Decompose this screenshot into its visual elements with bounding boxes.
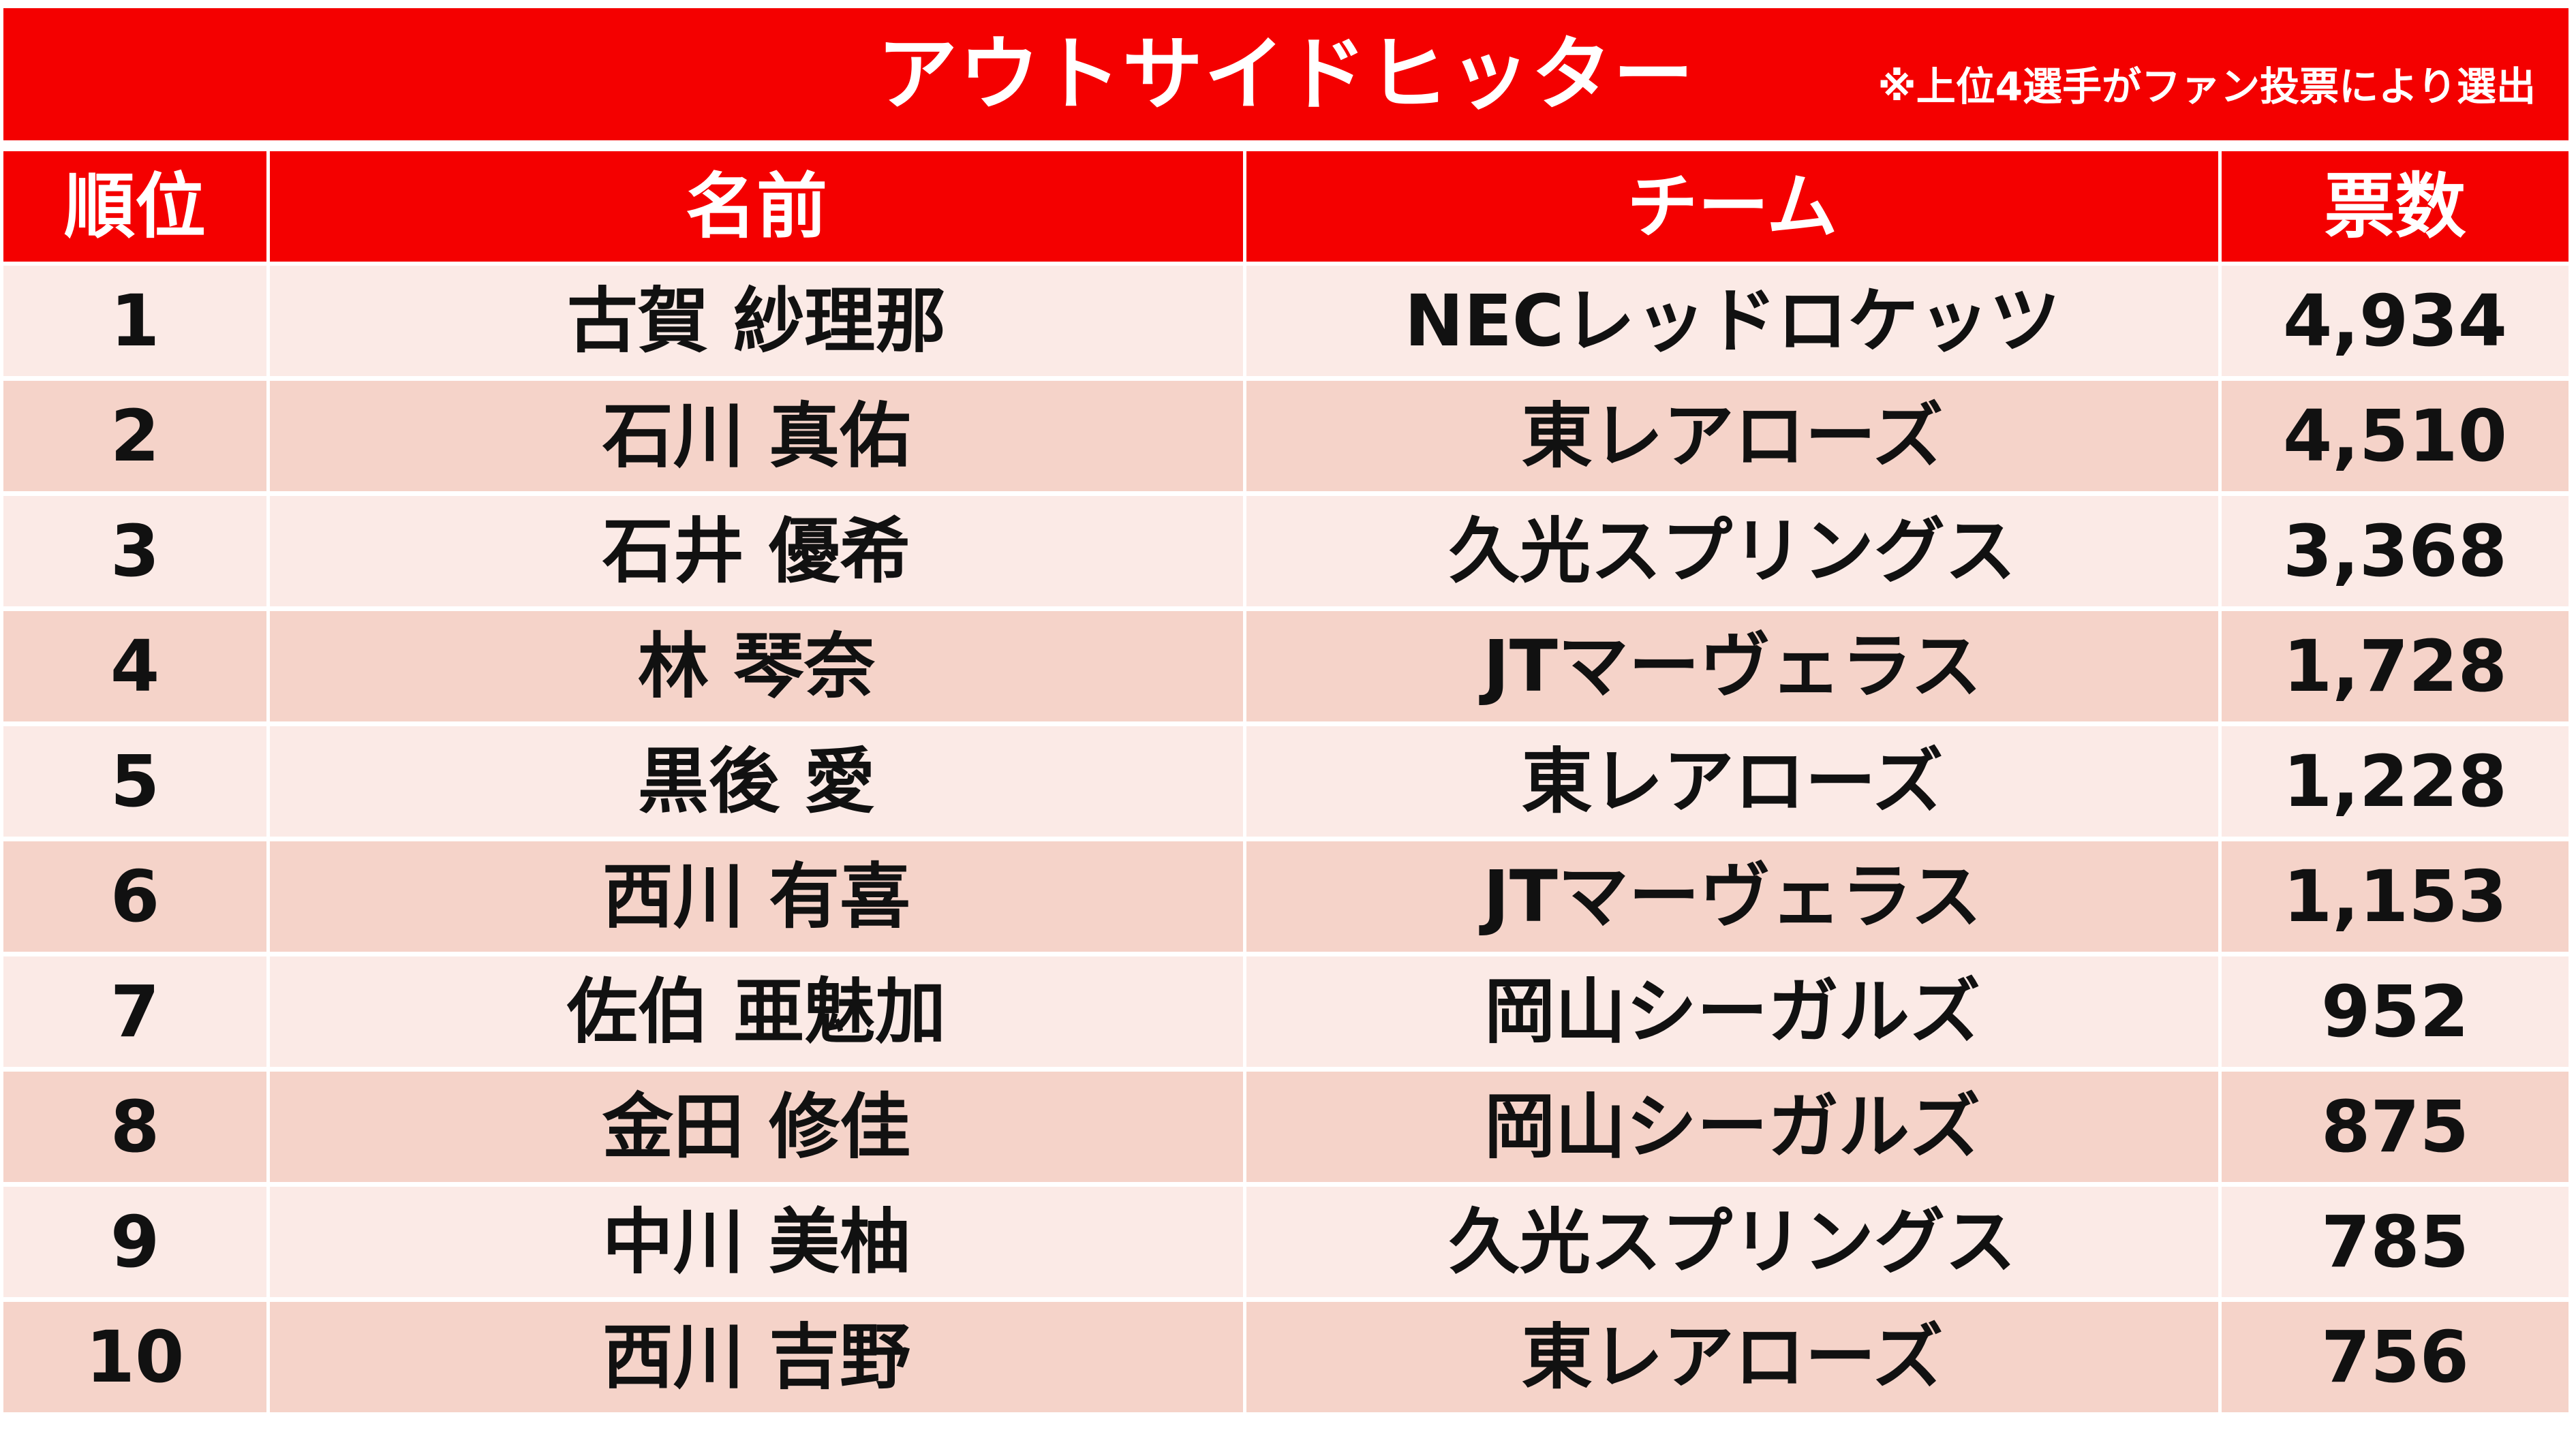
table-row: 3 石井 優希 久光スプリングス 3,368 bbox=[3, 496, 2569, 606]
player-name-cell: 石井 優希 bbox=[602, 510, 911, 593]
team-cell: JTマーヴェラス bbox=[1483, 625, 1982, 708]
table-header: 順位 名前 チーム 票数 bbox=[3, 151, 2569, 262]
team-cell: 東レアローズ bbox=[1521, 1316, 1944, 1399]
header-divider bbox=[2218, 151, 2222, 262]
player-name-cell: 林 琴奈 bbox=[637, 625, 876, 708]
table-row: 10 西川 吉野 東レアローズ 756 bbox=[3, 1302, 2569, 1412]
votes-cell: 1,728 bbox=[2283, 625, 2507, 708]
column-divider bbox=[266, 381, 270, 491]
column-divider bbox=[266, 841, 270, 952]
player-name-cell: 黒後 愛 bbox=[637, 740, 876, 823]
rank-cell: 4 bbox=[110, 625, 160, 708]
rank-cell: 7 bbox=[110, 970, 160, 1053]
rank-cell: 5 bbox=[110, 740, 160, 823]
rank-cell: 8 bbox=[110, 1085, 160, 1168]
column-divider bbox=[2218, 611, 2222, 721]
team-cell: 東レアローズ bbox=[1521, 740, 1944, 823]
page-title: アウトサイドヒッター bbox=[876, 27, 1695, 121]
column-divider bbox=[266, 266, 270, 376]
column-divider bbox=[2218, 381, 2222, 491]
table-row: 5 黒後 愛 東レアローズ 1,228 bbox=[3, 726, 2569, 837]
column-divider bbox=[2218, 1072, 2222, 1182]
table-row: 4 林 琴奈 JTマーヴェラス 1,728 bbox=[3, 611, 2569, 721]
team-cell: 東レアローズ bbox=[1521, 394, 1944, 478]
column-divider bbox=[2218, 496, 2222, 606]
votes-cell: 1,153 bbox=[2283, 855, 2507, 938]
column-divider bbox=[1243, 956, 1246, 1067]
player-name-cell: 佐伯 亜魅加 bbox=[566, 970, 947, 1053]
rank-cell: 2 bbox=[110, 394, 160, 478]
votes-cell: 4,934 bbox=[2283, 279, 2507, 362]
column-divider bbox=[266, 1302, 270, 1412]
table-row: 1 古賀 紗理那 NECレッドロケッツ 4,934 bbox=[3, 266, 2569, 376]
column-divider bbox=[1243, 726, 1246, 837]
table-row: 8 金田 修佳 岡山シーガルズ 875 bbox=[3, 1072, 2569, 1182]
table-row: 2 石川 真佑 東レアローズ 4,510 bbox=[3, 381, 2569, 491]
title-bar: アウトサイドヒッター ※上位4選手がファン投票により選出 bbox=[3, 8, 2569, 140]
rank-cell: 3 bbox=[110, 510, 160, 593]
player-name-cell: 金田 修佳 bbox=[602, 1085, 911, 1168]
column-divider bbox=[2218, 266, 2222, 376]
selection-note: ※上位4選手がファン投票により選出 bbox=[1877, 63, 2536, 110]
column-divider bbox=[1243, 1187, 1246, 1297]
player-name-cell: 西川 有喜 bbox=[602, 855, 911, 938]
votes-cell: 952 bbox=[2320, 970, 2470, 1053]
column-divider bbox=[1243, 381, 1246, 491]
rank-cell: 10 bbox=[85, 1316, 185, 1399]
votes-cell: 4,510 bbox=[2283, 394, 2507, 478]
player-name-cell: 西川 吉野 bbox=[602, 1316, 911, 1399]
column-divider bbox=[2218, 1302, 2222, 1412]
team-cell: 久光スプリングス bbox=[1448, 510, 2016, 593]
player-name-cell: 古賀 紗理那 bbox=[566, 279, 947, 362]
team-cell: JTマーヴェラス bbox=[1483, 855, 1982, 938]
table-row: 9 中川 美柚 久光スプリングス 785 bbox=[3, 1187, 2569, 1297]
header-rank: 順位 bbox=[63, 165, 206, 248]
column-divider bbox=[1243, 611, 1246, 721]
player-name-cell: 中川 美柚 bbox=[602, 1200, 911, 1283]
column-divider bbox=[1243, 266, 1246, 376]
column-divider bbox=[1243, 1072, 1246, 1182]
column-divider bbox=[266, 956, 270, 1067]
column-divider bbox=[266, 611, 270, 721]
team-cell: 岡山シーガルズ bbox=[1484, 1085, 1980, 1168]
column-divider bbox=[266, 1187, 270, 1297]
header-divider bbox=[1243, 151, 1246, 262]
header-votes: 票数 bbox=[2324, 165, 2466, 248]
rank-cell: 1 bbox=[110, 279, 160, 362]
column-divider bbox=[266, 726, 270, 837]
column-divider bbox=[1243, 841, 1246, 952]
header-name: 名前 bbox=[685, 165, 827, 248]
votes-cell: 875 bbox=[2320, 1085, 2470, 1168]
column-divider bbox=[266, 496, 270, 606]
votes-cell: 3,368 bbox=[2283, 510, 2507, 593]
column-divider bbox=[2218, 726, 2222, 837]
table-row: 6 西川 有喜 JTマーヴェラス 1,153 bbox=[3, 841, 2569, 952]
table-row: 7 佐伯 亜魅加 岡山シーガルズ 952 bbox=[3, 956, 2569, 1067]
column-divider bbox=[1243, 496, 1246, 606]
team-cell: 久光スプリングス bbox=[1448, 1200, 2016, 1283]
column-divider bbox=[2218, 841, 2222, 952]
player-name-cell: 石川 真佑 bbox=[602, 394, 911, 478]
votes-cell: 756 bbox=[2320, 1316, 2470, 1399]
column-divider bbox=[266, 1072, 270, 1182]
team-cell: NECレッドロケッツ bbox=[1404, 279, 2061, 362]
column-divider bbox=[1243, 1302, 1246, 1412]
rank-cell: 6 bbox=[110, 855, 160, 938]
header-team: チーム bbox=[1627, 165, 1838, 248]
rank-cell: 9 bbox=[110, 1200, 160, 1283]
header-divider bbox=[266, 151, 270, 262]
column-divider bbox=[2218, 1187, 2222, 1297]
votes-cell: 785 bbox=[2320, 1200, 2470, 1283]
column-divider bbox=[2218, 956, 2222, 1067]
team-cell: 岡山シーガルズ bbox=[1484, 970, 1980, 1053]
votes-cell: 1,228 bbox=[2283, 740, 2507, 823]
